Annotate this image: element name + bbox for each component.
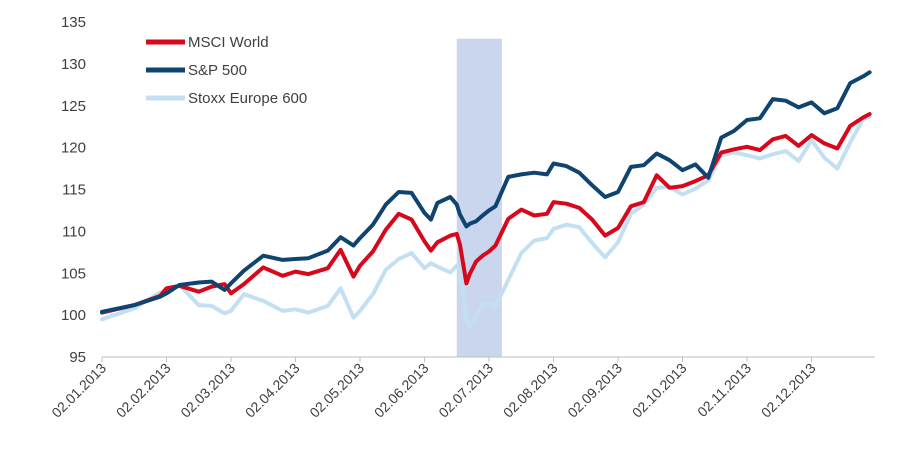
y-tick-label: 125 <box>61 98 86 115</box>
series-layer <box>100 70 872 328</box>
y-tick-label: 95 <box>69 349 86 366</box>
y-axis: 95 100 105 110 115 120 125 130 135 <box>61 14 86 366</box>
y-tick-label: 115 <box>62 182 86 199</box>
series-line-msci-world <box>100 112 872 315</box>
legend: MSCI World S&P 500 Stoxx Europe 600 <box>146 34 307 107</box>
y-tick-label: 130 <box>61 56 86 73</box>
y-tick-label: 120 <box>61 140 86 157</box>
y-tick-label: 110 <box>62 223 86 240</box>
y-tick-label: 135 <box>61 14 86 31</box>
x-tick-label: 02.08.2013 <box>500 360 561 421</box>
x-tick-label: 02.01.2013 <box>48 360 109 421</box>
legend-label: S&P 500 <box>188 62 247 79</box>
series-line-s-p-500 <box>100 70 872 314</box>
x-tick-label: 02.11.2013 <box>694 360 754 420</box>
x-tick-label: 02.06.2013 <box>371 360 432 421</box>
y-tick-label: 100 <box>61 307 86 324</box>
y-tick-label: 105 <box>61 265 86 282</box>
x-tick-label: 02.10.2013 <box>629 360 690 421</box>
legend-label: MSCI World <box>188 34 269 51</box>
x-axis: 02.01.2013 02.02.2013 02.03.2013 02.04.2013… <box>48 357 819 421</box>
x-tick-label: 02.02.2013 <box>113 360 174 421</box>
x-tick-label: 02.09.2013 <box>564 360 625 421</box>
x-tick-label: 02.03.2013 <box>177 360 238 421</box>
legend-label: Stoxx Europe 600 <box>188 90 307 107</box>
x-tick-label: 02.05.2013 <box>306 360 367 421</box>
x-tick-label: 02.07.2013 <box>435 360 496 421</box>
x-tick-label: 02.04.2013 <box>242 360 303 421</box>
x-tick-label: 02.12.2013 <box>758 360 819 421</box>
series-line-stoxx-europe-600 <box>100 114 872 328</box>
